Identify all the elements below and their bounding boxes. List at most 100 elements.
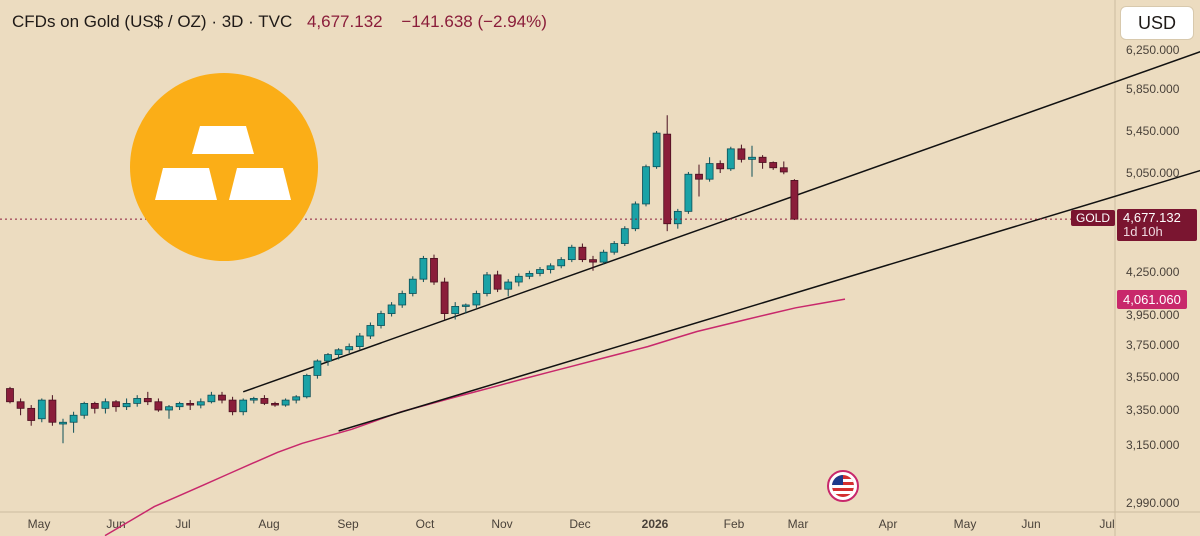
candle-body: [726, 148, 735, 170]
candle-body: [27, 407, 36, 421]
candle-down: [578, 243, 587, 263]
time-tick-label: 2026: [642, 517, 669, 531]
candle-body: [536, 269, 544, 274]
gold-bars-logo: [130, 73, 318, 261]
candle-body: [228, 399, 237, 413]
candle-up: [334, 348, 343, 360]
trendline-channel-upper: [242, 51, 1200, 393]
candle-body: [419, 257, 428, 280]
header-change: −141.638 (−2.94%): [401, 12, 547, 31]
candle-up: [461, 303, 470, 314]
candle-up: [196, 398, 205, 409]
candle-up: [451, 302, 460, 320]
candle-body: [37, 399, 46, 420]
candle-down: [758, 155, 767, 169]
candle-down: [228, 396, 237, 416]
candle-body: [313, 360, 322, 376]
candle-body: [790, 180, 799, 220]
instrument-title: CFDs on Gold (US$ / OZ) · 3D · TVC: [12, 12, 293, 31]
moving-average-line: [104, 298, 846, 536]
candle-body: [451, 305, 460, 314]
candle-body: [260, 398, 269, 404]
candle-up: [249, 396, 258, 404]
candle-up: [610, 241, 619, 255]
price-tick-label: 3,550.000: [1126, 370, 1180, 384]
price-tick-label: 3,150.000: [1126, 438, 1180, 452]
candle-body: [631, 203, 640, 230]
trendline-channel-lower: [338, 169, 1200, 432]
candle-body: [154, 401, 163, 411]
candle-body: [663, 133, 672, 225]
candle-up: [673, 208, 682, 229]
candle-up: [504, 279, 513, 297]
candle-down: [430, 254, 438, 285]
candle-up: [557, 257, 566, 269]
currency-button[interactable]: USD: [1120, 6, 1194, 40]
candle-up: [525, 270, 534, 280]
candle-up: [567, 244, 576, 263]
candle-body: [567, 246, 576, 261]
candle-up: [652, 131, 661, 169]
candle-body: [514, 275, 523, 283]
candle-down: [6, 386, 14, 404]
candle-body: [387, 304, 396, 314]
price-tick-label: 3,750.000: [1126, 338, 1180, 352]
candle-down: [440, 277, 449, 320]
price-tick-label: 6,250.000: [1126, 43, 1180, 57]
candle-up: [207, 391, 216, 404]
candle-up: [101, 398, 110, 414]
time-tick-label: Apr: [879, 517, 898, 531]
time-tick-label: Feb: [724, 517, 745, 531]
candle-up: [292, 395, 301, 404]
candle-body: [769, 162, 778, 169]
candle-body: [133, 398, 142, 404]
candle-body: [546, 265, 555, 270]
time-tick-label: Jun: [106, 517, 125, 531]
candle-body: [493, 274, 502, 290]
time-tick-label: May: [954, 517, 977, 531]
candle-body: [557, 259, 566, 267]
candle-up: [483, 272, 491, 297]
us-flag-icon[interactable]: [827, 470, 859, 502]
candle-down: [779, 161, 788, 175]
candle-body: [440, 281, 449, 314]
candle-body: [483, 274, 491, 294]
candle-up: [472, 290, 481, 308]
candle-body: [281, 399, 290, 406]
candle-body: [599, 251, 608, 263]
candle-body: [59, 421, 67, 425]
candle-body: [589, 259, 597, 263]
candle-body: [377, 313, 385, 326]
candle-up: [748, 145, 756, 177]
header-price: 4,677.132: [306, 12, 383, 31]
candle-body: [143, 398, 152, 403]
candle-down: [589, 255, 597, 271]
last-price-badge: 4,677.132 1d 10h: [1117, 209, 1197, 241]
time-tick-label: Jul: [175, 517, 190, 531]
time-tick-label: Mar: [788, 517, 809, 531]
candle-up: [165, 405, 173, 419]
candle-down: [663, 115, 672, 232]
candle-up: [408, 276, 417, 297]
candle-down: [186, 400, 195, 410]
time-tick-label: Nov: [491, 517, 512, 531]
candle-up: [281, 398, 290, 407]
candle-body: [324, 354, 332, 362]
candle-body: [186, 402, 195, 406]
candle-body: [334, 349, 343, 355]
chart-header: CFDs on Gold (US$ / OZ) · 3D · TVC 4,677…: [12, 12, 547, 32]
ma-value-badge: 4,061.060: [1117, 290, 1187, 309]
candle-body: [758, 156, 767, 163]
candle-up: [366, 322, 375, 339]
candle-body: [355, 335, 364, 348]
candle-up: [345, 343, 354, 353]
candle-up: [684, 171, 693, 214]
price-tick-label: 2,990.000: [1126, 496, 1180, 510]
candle-up: [133, 395, 142, 407]
candle-body: [302, 374, 311, 398]
price-tick-label: 3,950.000: [1126, 308, 1180, 322]
candle-up: [302, 373, 311, 399]
candle-body: [705, 163, 714, 180]
candle-down: [493, 270, 502, 293]
